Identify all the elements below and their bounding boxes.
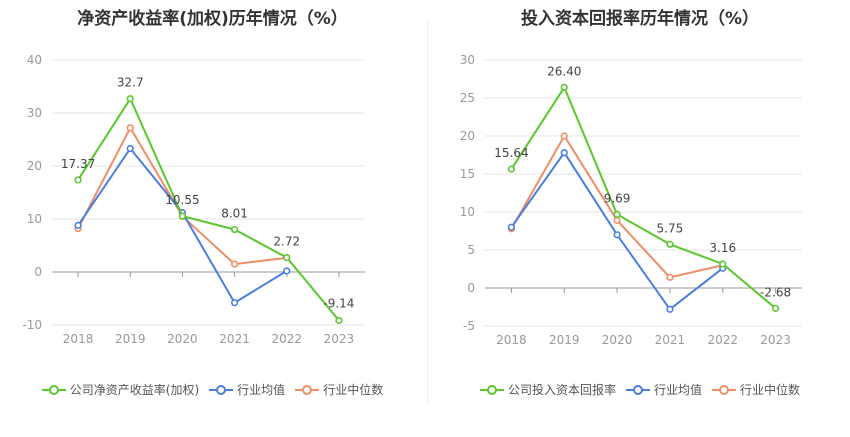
legend-label: 行业均值 (653, 383, 702, 397)
legend-swatch (625, 384, 650, 395)
legend-item-industry_median[interactable]: 行业中位数 (295, 381, 383, 398)
legend-label: 行业中位数 (740, 383, 801, 397)
x-tick-label: 2018 (63, 332, 94, 346)
y-tick-label: 30 (27, 106, 42, 120)
data-label: -2.68 (760, 285, 791, 299)
data-point-company (666, 240, 674, 248)
roe-chart-panel: 净资产收益率(加权)历年情况（%） 40 30 20 10 0 -10 2018 2019 20… (0, 9, 425, 398)
legend-swatch (712, 384, 736, 395)
legend-label: 公司净资产收益率(加权) (69, 383, 200, 397)
legend-item-industry_avg[interactable]: 行业均值 (625, 381, 702, 398)
legend-swatch (479, 384, 504, 395)
data-point-company (719, 260, 727, 268)
data-label: 10.55 (165, 193, 199, 207)
data-point-industry_avg (613, 231, 621, 239)
data-label: 5.75 (657, 221, 684, 235)
data-point-company (283, 253, 291, 262)
data-label: 2.72 (273, 235, 300, 249)
x-tick-label: 2023 (760, 333, 791, 347)
y-tick-label: 40 (27, 53, 42, 67)
x-tick-label: 2019 (115, 332, 146, 346)
series-line-industry_median (510, 134, 724, 279)
legend-item-industry_median[interactable]: 行业中位数 (712, 381, 800, 398)
series-line-company (77, 96, 340, 322)
legend-item-industry_avg[interactable]: 行业均值 (209, 381, 285, 398)
x-tick-label: 2020 (167, 332, 198, 346)
legend-swatch (295, 384, 320, 395)
data-label: 32.7 (117, 76, 144, 90)
roic-chart-svg: 30 25 20 15 10 5 0 -5 2018 2019 2020 2021 2022 2023 15… (460, 53, 802, 347)
data-label: 8.01 (221, 207, 248, 221)
chart-title: 净资产收益率(加权)历年情况（%） (77, 9, 348, 29)
data-label: 26.40 (547, 64, 581, 78)
chart-title: 投入资本回报率历年情况（%） (520, 9, 760, 29)
x-tick-label: 2019 (549, 333, 580, 347)
y-tick-label: 20 (460, 129, 475, 143)
y-tick-label: -5 (463, 319, 475, 333)
data-label: 15.64 (494, 146, 528, 160)
y-tick-label: -10 (22, 318, 42, 332)
data-point-company (771, 304, 780, 312)
y-tick-label: 15 (460, 167, 475, 181)
legend-label: 行业均值 (237, 383, 286, 397)
data-point-industry_avg (74, 221, 82, 229)
x-tick-label: 2021 (219, 332, 250, 346)
x-tick-label: 2022 (707, 333, 738, 347)
data-label: -9.14 (323, 296, 354, 310)
data-point-industry_median (560, 132, 568, 140)
x-tick-label: 2021 (655, 333, 686, 347)
data-point-company (560, 83, 568, 91)
legend-swatch (41, 384, 66, 395)
roe-chart-svg: 40 30 20 10 0 -10 2018 2019 2020 2021 2022 2023 17.3… (22, 53, 365, 346)
roic-chart-panel: 投入资本回报率历年情况（%） 30 25 20 15 10 5 0 -5 2018 2019 202… (430, 0, 850, 437)
legend-item-company[interactable]: 公司投入资本回报率 (479, 381, 616, 398)
data-point-industry_median (230, 260, 239, 268)
legend-label: 公司投入资本回报率 (507, 383, 616, 397)
y-tick-label: 10 (460, 205, 475, 219)
data-label: 17.37 (61, 157, 95, 171)
series-line-company (510, 85, 777, 310)
y-tick-label: 20 (27, 159, 42, 173)
data-point-company (230, 225, 239, 234)
data-point-industry_avg (666, 305, 674, 313)
data-point-company (507, 165, 516, 173)
data-point-company (126, 95, 134, 103)
roe-chart-legend: 公司净资产收益率(加权) 行业均值 行业中位数 (0, 381, 425, 398)
data-point-company (335, 316, 343, 325)
data-label: 3.16 (709, 241, 736, 255)
y-tick-label: 0 (34, 265, 42, 279)
x-tick-label: 2022 (271, 332, 302, 346)
x-tick-label: 2023 (324, 332, 355, 346)
data-point-industry_median (613, 216, 621, 224)
legend-swatch (209, 384, 234, 395)
data-point-company (613, 210, 621, 218)
panel-divider (427, 20, 428, 405)
series-line-industry_avg (510, 150, 724, 311)
data-point-industry_avg (283, 267, 291, 275)
y-tick-label: 5 (467, 243, 475, 257)
x-tick-label: 2020 (602, 333, 633, 347)
data-point-industry_median (666, 273, 674, 281)
data-point-industry_avg (126, 144, 134, 153)
y-tick-label: 0 (467, 281, 475, 295)
data-point-company (178, 212, 187, 220)
data-point-industry_avg (230, 299, 239, 307)
data-point-company (74, 176, 82, 184)
roic-chart-legend: 公司投入资本回报率 行业均值 行业中位数 (430, 381, 850, 398)
x-tick-label: 2018 (496, 333, 527, 347)
y-tick-label: 10 (27, 212, 42, 226)
legend-item-company[interactable]: 公司净资产收益率(加权) (41, 381, 200, 398)
y-tick-label: 25 (460, 91, 475, 105)
data-point-industry_avg (507, 223, 516, 231)
y-tick-label: 30 (460, 53, 475, 67)
data-label: 9.69 (604, 191, 631, 205)
legend-label: 行业中位数 (323, 383, 384, 397)
data-point-industry_median (126, 124, 134, 132)
data-point-industry_avg (560, 149, 568, 157)
series-line-industry_avg (77, 146, 288, 305)
